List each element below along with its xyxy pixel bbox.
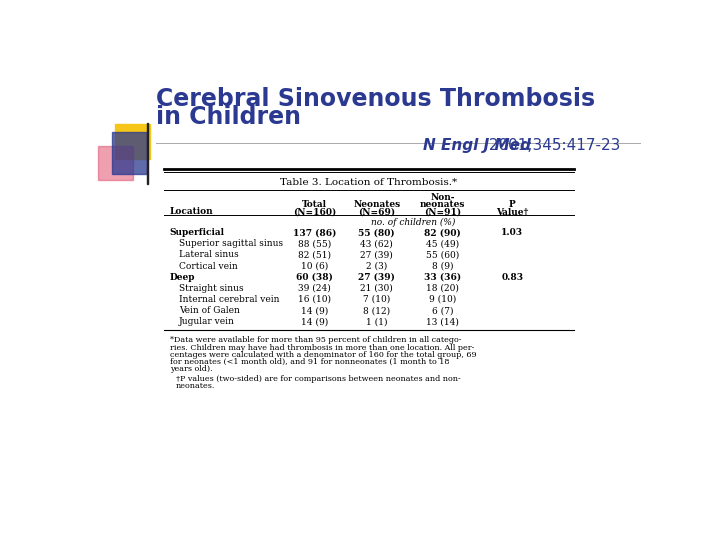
Text: neonates.: neonates.	[176, 382, 215, 390]
Text: Vein of Galen: Vein of Galen	[179, 306, 240, 315]
Text: 0.83: 0.83	[501, 273, 523, 282]
Text: 82 (51): 82 (51)	[298, 251, 331, 259]
Text: Superficial: Superficial	[170, 228, 225, 237]
Bar	[147, 123, 148, 184]
Text: 39 (24): 39 (24)	[298, 284, 331, 293]
Text: Non-: Non-	[431, 193, 455, 202]
Text: 55 (60): 55 (60)	[426, 251, 459, 259]
Text: Internal cerebral vein: Internal cerebral vein	[179, 295, 279, 304]
Text: Location: Location	[170, 207, 213, 216]
Text: Superior sagittal sinus: Superior sagittal sinus	[179, 239, 283, 248]
Text: for neonates (<1 month old), and 91 for nonneonates (1 month to 18: for neonates (<1 month old), and 91 for …	[170, 358, 449, 366]
Text: *Data were available for more than 95 percent of children in all catego-: *Data were available for more than 95 pe…	[170, 336, 462, 344]
Text: 27 (39): 27 (39)	[361, 251, 393, 259]
Text: 82 (90): 82 (90)	[424, 228, 461, 237]
Text: 8 (9): 8 (9)	[432, 261, 454, 271]
Text: 14 (9): 14 (9)	[301, 306, 328, 315]
Text: 14 (9): 14 (9)	[301, 318, 328, 326]
Text: 88 (55): 88 (55)	[298, 239, 331, 248]
Text: N Engl J Med: N Engl J Med	[423, 138, 531, 153]
Text: P: P	[509, 200, 516, 210]
Text: 43 (62): 43 (62)	[361, 239, 393, 248]
Text: Table 3. Location of Thrombosis.*: Table 3. Location of Thrombosis.*	[280, 178, 458, 187]
Bar	[98, 146, 132, 180]
Text: Deep: Deep	[170, 273, 195, 282]
Text: 45 (49): 45 (49)	[426, 239, 459, 248]
Text: Straight sinus: Straight sinus	[179, 284, 244, 293]
Text: Neonates: Neonates	[354, 200, 400, 210]
Text: 27 (39): 27 (39)	[359, 273, 395, 282]
Text: 16 (10): 16 (10)	[298, 295, 331, 304]
Text: 10 (6): 10 (6)	[301, 261, 328, 271]
Text: 2 (3): 2 (3)	[366, 261, 387, 271]
Text: †P values (two-sided) are for comparisons between neonates and non-: †P values (two-sided) are for comparison…	[176, 375, 461, 383]
Text: (N=69): (N=69)	[358, 207, 395, 216]
Text: 1 (1): 1 (1)	[366, 318, 387, 326]
Text: 18 (20): 18 (20)	[426, 284, 459, 293]
Text: 8 (12): 8 (12)	[363, 306, 390, 315]
Text: 6 (7): 6 (7)	[432, 306, 454, 315]
Text: 1.03: 1.03	[501, 228, 523, 237]
Text: 60 (38): 60 (38)	[297, 273, 333, 282]
Text: 33 (36): 33 (36)	[424, 273, 462, 282]
Text: in Children: in Children	[156, 105, 301, 130]
Text: 55 (80): 55 (80)	[359, 228, 395, 237]
Text: Lateral sinus: Lateral sinus	[179, 251, 239, 259]
Text: Total: Total	[302, 200, 328, 210]
Text: 21 (30): 21 (30)	[361, 284, 393, 293]
Text: centages were calculated with a denominator of 160 for the total group, 69: centages were calculated with a denomina…	[170, 351, 477, 359]
Text: Jugular vein: Jugular vein	[179, 318, 235, 326]
Text: Cerebral Sinovenous Thrombosis: Cerebral Sinovenous Thrombosis	[156, 87, 595, 111]
Text: 2001;345:417-23: 2001;345:417-23	[484, 138, 620, 153]
Text: years old).: years old).	[170, 366, 212, 374]
Text: 13 (14): 13 (14)	[426, 318, 459, 326]
Text: no. of children (%): no. of children (%)	[372, 218, 456, 227]
Text: 9 (10): 9 (10)	[429, 295, 456, 304]
Text: 137 (86): 137 (86)	[293, 228, 336, 237]
Text: (N=160): (N=160)	[293, 207, 336, 216]
Bar	[112, 132, 147, 174]
Text: neonates: neonates	[420, 200, 465, 210]
Bar	[114, 124, 150, 159]
Text: Cortical vein: Cortical vein	[179, 261, 238, 271]
Text: 7 (10): 7 (10)	[363, 295, 390, 304]
Text: (N=91): (N=91)	[424, 207, 462, 216]
Text: Value†: Value†	[496, 207, 528, 216]
Text: ries. Children may have had thrombosis in more than one location. All per-: ries. Children may have had thrombosis i…	[170, 343, 474, 352]
